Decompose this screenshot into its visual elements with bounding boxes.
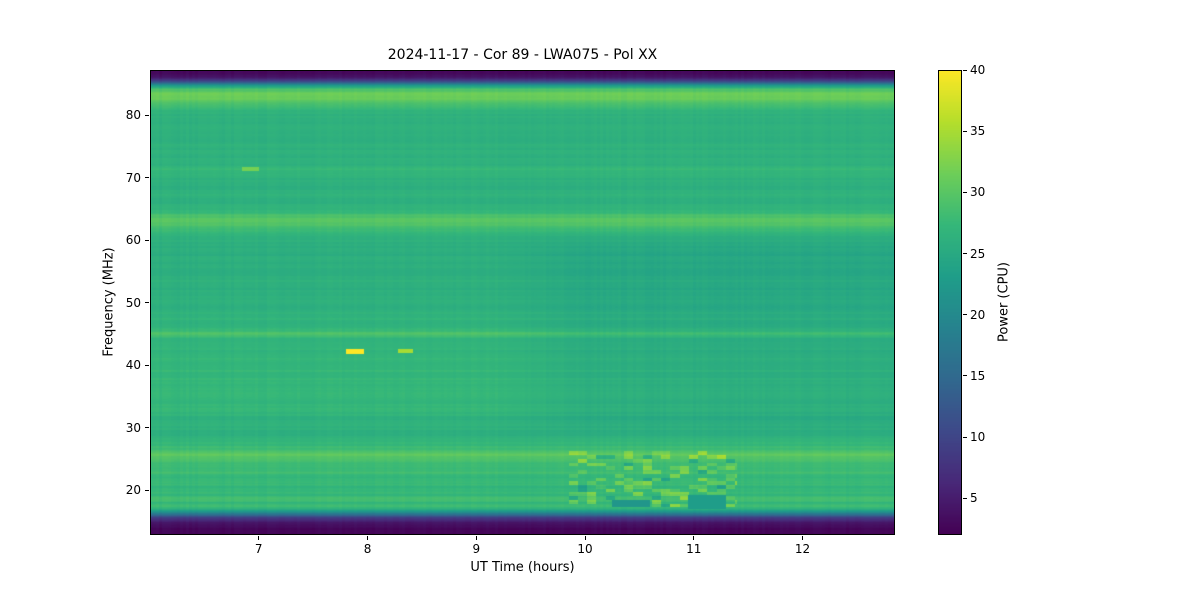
y-tick-mark xyxy=(145,177,149,178)
y-tick-mark xyxy=(145,302,149,303)
x-tick-label: 7 xyxy=(254,542,263,556)
y-tick-label: 50 xyxy=(125,295,141,310)
x-tick-mark xyxy=(475,536,477,540)
y-tick-mark xyxy=(145,364,149,366)
y-tick-label: 40 xyxy=(125,358,141,372)
colorbar-tick-label: 20 xyxy=(970,307,986,322)
colorbar-tick-label: 30 xyxy=(970,185,986,200)
y-tick-mark xyxy=(145,489,149,491)
chart-title: 2024-11-17 - Cor 89 - LWA075 - Pol XX xyxy=(387,47,658,63)
colorbar-tick-mark xyxy=(963,253,967,255)
y-tick-label: 20 xyxy=(125,483,141,497)
x-tick-mark xyxy=(367,536,369,540)
colorbar-tick-label: 35 xyxy=(970,124,986,139)
y-tick-mark xyxy=(145,427,149,428)
y-tick-label: 80 xyxy=(125,108,141,122)
colorbar-tick-mark xyxy=(963,436,967,438)
x-tick-label: 9 xyxy=(472,542,481,556)
y-axis-label: Frequency (MHz) xyxy=(101,247,117,357)
x-tick-mark xyxy=(584,536,586,540)
colorbar-gradient-canvas xyxy=(938,70,962,535)
colorbar-tick-mark xyxy=(963,69,967,71)
colorbar-tick-mark xyxy=(963,191,967,193)
y-tick-label: 30 xyxy=(125,420,141,435)
colorbar-tick-mark xyxy=(963,130,967,132)
y-tick-label: 70 xyxy=(125,170,141,185)
y-tick-label: 60 xyxy=(125,233,141,247)
colorbar-tick-mark xyxy=(963,375,967,377)
heatmap-plot-area xyxy=(150,70,895,535)
x-tick-mark xyxy=(258,536,260,540)
colorbar-tick-label: 25 xyxy=(970,246,986,261)
x-axis-label: UT Time (hours) xyxy=(470,560,575,575)
colorbar-label: Power (CPU) xyxy=(996,261,1012,343)
colorbar-tick-label: 10 xyxy=(970,430,986,445)
x-tick-label: 8 xyxy=(363,542,372,556)
colorbar-tick-label: 15 xyxy=(970,368,986,383)
x-tick-label: 10 xyxy=(577,542,593,556)
x-tick-label: 12 xyxy=(794,542,811,556)
colorbar-tick-mark xyxy=(963,314,967,316)
colorbar-tick-label: 40 xyxy=(970,63,986,77)
y-tick-mark xyxy=(145,114,149,116)
x-tick-mark xyxy=(802,536,804,540)
colorbar-tick-label: 5 xyxy=(970,491,978,506)
x-tick-label: 11 xyxy=(686,542,702,556)
colorbar xyxy=(938,70,962,535)
heatmap-canvas xyxy=(150,70,895,535)
x-tick-mark xyxy=(693,536,695,540)
colorbar-tick-mark xyxy=(963,497,967,499)
y-tick-mark xyxy=(145,239,149,241)
